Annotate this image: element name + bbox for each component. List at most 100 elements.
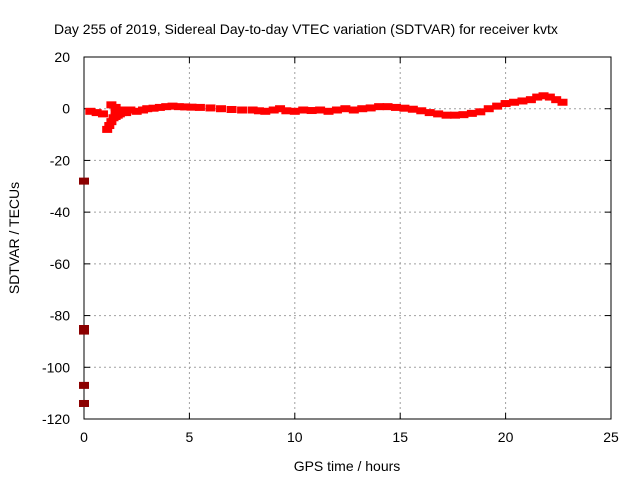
data-point-marker	[253, 107, 264, 115]
data-point-marker	[110, 107, 121, 115]
y-tick-label: -60	[50, 256, 70, 272]
data-point-marker	[544, 93, 555, 101]
data-point-marker	[281, 107, 292, 115]
data-point	[466, 109, 477, 117]
data-point	[492, 102, 503, 110]
data-point-marker	[148, 104, 159, 112]
data-point-marker	[483, 105, 494, 113]
data-point	[483, 105, 494, 113]
data-point-marker	[142, 105, 153, 113]
data-point	[399, 104, 410, 112]
data-point-marker	[205, 104, 216, 112]
data-point	[281, 107, 292, 115]
data-point	[186, 103, 197, 111]
ticks	[83, 56, 612, 420]
data-point-marker	[79, 381, 89, 389]
data-point-marker	[331, 106, 342, 114]
data-point	[390, 103, 401, 111]
data-point	[509, 98, 520, 106]
data-point-marker	[275, 105, 286, 113]
data-point-marker	[492, 102, 503, 110]
data-point-marker	[79, 399, 89, 407]
data-point	[315, 106, 326, 114]
data-point-marker	[416, 107, 427, 115]
data-point-marker	[348, 106, 359, 114]
data-point-marker	[161, 103, 172, 111]
data-point-marker	[154, 103, 165, 111]
data-point-marker	[268, 106, 279, 114]
data-point-marker	[79, 327, 89, 335]
data-point	[216, 105, 227, 113]
data-point-marker	[289, 107, 300, 115]
data-point-marker	[466, 109, 477, 117]
data-point-marker	[104, 122, 115, 130]
data-point-marker	[180, 103, 191, 111]
data-point	[450, 111, 461, 119]
data-point-marker	[458, 111, 469, 119]
data-point	[323, 107, 334, 115]
data-point-marker	[357, 105, 368, 113]
data-point	[382, 103, 393, 111]
data-point-marker	[450, 111, 461, 119]
data-point	[331, 106, 342, 114]
data-point-marker	[390, 103, 401, 111]
data-points	[79, 92, 568, 407]
data-point-marker	[167, 102, 178, 110]
data-point-marker	[110, 103, 121, 111]
data-point-marker	[525, 96, 536, 104]
data-point-marker	[407, 105, 418, 113]
data-point	[424, 109, 435, 117]
plot-frame	[83, 56, 612, 420]
grid	[84, 57, 611, 419]
data-point-marker	[216, 105, 227, 113]
data-point-marker	[323, 107, 334, 115]
data-point	[79, 327, 89, 335]
data-point	[79, 399, 89, 407]
y-tick-label: -120	[42, 411, 70, 427]
data-point-marker	[500, 100, 511, 108]
data-point	[348, 106, 359, 114]
data-point-marker	[433, 110, 444, 118]
data-point-marker	[260, 107, 271, 115]
data-point	[433, 110, 444, 118]
data-point-marker	[226, 105, 237, 113]
data-point-marker	[125, 106, 136, 114]
data-point	[441, 111, 452, 119]
data-point-marker	[509, 98, 520, 106]
x-tick-label: 25	[603, 429, 619, 445]
x-tick-label: 5	[186, 429, 194, 445]
y-axis-label: SDTVAR / TECUs	[6, 182, 22, 294]
data-point	[416, 107, 427, 115]
data-point	[102, 125, 113, 133]
y-tick-label: -100	[42, 359, 70, 375]
y-tick-labels: -120 -100 -80 -60 -40 -20 0 20	[42, 49, 70, 427]
data-point	[289, 107, 300, 115]
data-point-marker	[85, 107, 96, 115]
data-point	[226, 105, 237, 113]
data-point-marker	[247, 106, 258, 114]
data-point	[374, 103, 385, 111]
data-point-marker	[475, 108, 486, 116]
data-point-marker	[399, 104, 410, 112]
data-point-marker	[315, 106, 326, 114]
data-point	[97, 110, 108, 118]
data-point-marker	[186, 103, 197, 111]
x-tick-label: 20	[498, 429, 514, 445]
data-point	[237, 106, 248, 114]
data-point	[475, 108, 486, 116]
y-tick-label: 20	[54, 49, 70, 65]
data-point-marker	[237, 106, 248, 114]
x-tick-labels: 0 5 10 15 20 25	[80, 429, 619, 445]
data-point-marker	[365, 104, 376, 112]
data-point-marker	[102, 125, 113, 133]
data-point	[194, 103, 205, 111]
data-point-marker	[298, 106, 309, 114]
y-tick-label: 0	[62, 101, 70, 117]
x-axis-label: GPS time / hours	[294, 458, 401, 474]
data-point-marker	[441, 111, 452, 119]
y-tick-label: -20	[50, 152, 70, 168]
data-point-marker	[173, 103, 184, 111]
chart-title: Day 255 of 2019, Sidereal Day-to-day VTE…	[54, 21, 558, 37]
data-point	[205, 104, 216, 112]
